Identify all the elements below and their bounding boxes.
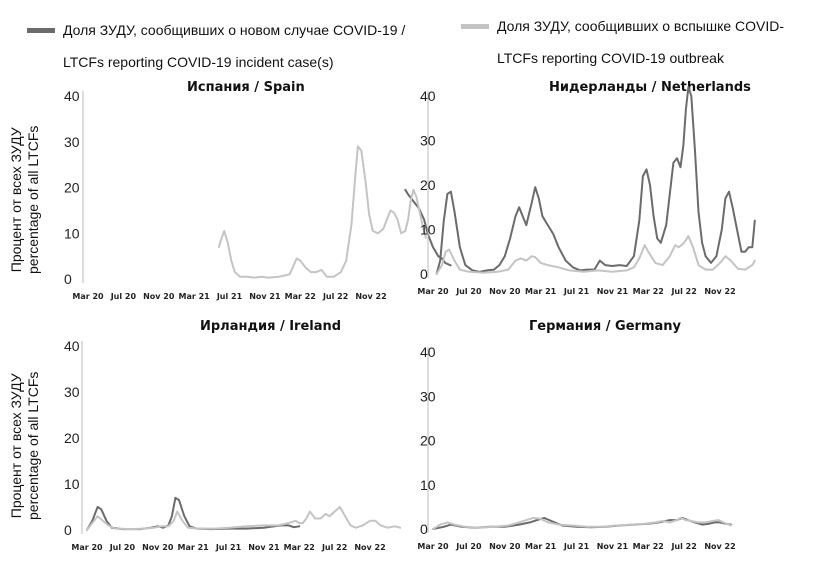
chart-panel-2: Ирландия / Ireland 0 10 20 30 40 Mar 20 Jul 20 N…	[64, 319, 402, 552]
x-tick-label: Nov 22	[354, 543, 385, 552]
x-tick-label: Jul 21	[216, 292, 243, 301]
x-tick-label: Jul 21	[563, 287, 590, 296]
chart-title: Ирландия / Ireland	[200, 319, 341, 334]
x-tick-label: Jul 22	[670, 542, 696, 551]
y-tick-label: 10	[420, 477, 436, 493]
y-tick-label: 30	[420, 388, 436, 404]
x-tick-label: Mar 22	[633, 287, 664, 296]
x-tick-label: Jul 20	[455, 542, 482, 551]
legend-swatch-incident	[27, 27, 55, 33]
y-tick-label: 0	[64, 522, 72, 538]
x-tick-label: Jul 22	[670, 287, 696, 296]
y-tick-label: 20	[420, 433, 436, 449]
x-tick-label: Jul 20	[110, 292, 137, 301]
y-tick-label: 0	[64, 271, 72, 287]
y-tick-label: 30	[64, 134, 80, 150]
chart-panel-3: Германия / Germany 0 10 20 30 40 Mar 20 Jul 20 N…	[417, 319, 735, 551]
y-tick-label: 10	[64, 225, 80, 241]
y-tick-label: 20	[420, 177, 436, 193]
y-tick-label: 20	[64, 430, 80, 446]
x-tick-label: Mar 22	[633, 542, 664, 551]
x-tick-label: Mar 20	[417, 542, 449, 551]
x-tick-label: Jul 22	[322, 292, 348, 301]
x-tick-label: Mar 21	[525, 542, 557, 551]
x-tick-label: Jul 20	[455, 287, 482, 296]
y-tick-label: 40	[420, 88, 436, 104]
x-tick-label: Nov 20	[142, 543, 174, 552]
x-tick-label: Mar 21	[178, 543, 210, 552]
y-tick-label: 30	[64, 384, 80, 400]
x-tick-label: Nov 20	[489, 287, 521, 296]
x-tick-label: Jul 21	[563, 542, 590, 551]
series-line-0	[86, 496, 301, 531]
series-line-1	[86, 506, 402, 531]
x-tick-label: Mar 20	[72, 292, 104, 301]
y-tick-label: 30	[420, 133, 436, 149]
chart-panel-1: Нидерланды / Netherlands 0 10 20 30 40 Mar 20 J…	[417, 80, 756, 296]
x-tick-label: Mar 21	[525, 287, 557, 296]
y-tick-label: 0	[420, 266, 428, 282]
x-tick-label: Nov 21	[597, 542, 629, 551]
x-tick-label: Mar 22	[284, 543, 315, 552]
y-tick-label: 0	[420, 521, 428, 537]
x-tick-label: Nov 22	[355, 292, 386, 301]
x-tick-label: Mar 21	[179, 292, 211, 301]
y-tick-label: 10	[64, 476, 80, 492]
chart-title: Германия / Germany	[529, 319, 682, 334]
x-tick-label: Mar 20	[417, 287, 449, 296]
x-tick-label: Jul 22	[321, 543, 347, 552]
y-tick-label: 40	[64, 88, 80, 104]
legend-label-outbreak-en: LTCFs reporting COVID-19 outbreak	[497, 50, 724, 66]
x-tick-label: Nov 21	[597, 287, 629, 296]
legend-label-incident-en: LTCFs reporting COVID-19 incident case(s…	[63, 54, 334, 70]
chart-title: Испания / Spain	[187, 80, 305, 95]
x-tick-label: Nov 21	[249, 292, 281, 301]
legend-label-incident-ru: Доля ЗУДУ, сообщивших о новом случае COV…	[63, 22, 406, 38]
x-tick-label: Mar 20	[71, 543, 103, 552]
series-line-1	[435, 235, 756, 275]
y-tick-label: 40	[64, 338, 80, 354]
x-tick-label: Mar 22	[285, 292, 316, 301]
x-tick-label: Nov 22	[704, 542, 735, 551]
x-tick-label: Nov 22	[704, 287, 735, 296]
x-tick-label: Jul 20	[109, 543, 136, 552]
x-tick-label: Nov 20	[489, 542, 521, 551]
legend-swatch-outbreak	[461, 23, 489, 29]
x-tick-label: Nov 20	[143, 292, 175, 301]
series-line-0	[435, 86, 756, 275]
legend-item-incident: Доля ЗУДУ, сообщивших о новом случае COV…	[27, 22, 405, 38]
chart-panel-0: Испания / Spain 0 10 20 30 40 Mar 20 Jul 20 Nov …	[64, 80, 452, 301]
chart-title: Нидерланды / Netherlands	[549, 80, 751, 95]
x-tick-label: Jul 21	[215, 543, 242, 552]
legend-label-outbreak-ru: Доля ЗУДУ, сообщивших о вспышке COVID-	[497, 18, 785, 34]
y-tick-label: 10	[420, 222, 436, 238]
series-line-1	[217, 145, 427, 279]
legend-item-outbreak: Доля ЗУДУ, сообщивших о вспышке COVID-	[461, 18, 784, 34]
y-tick-label: 40	[420, 344, 436, 360]
x-tick-label: Nov 21	[248, 543, 280, 552]
series-line-1	[432, 516, 732, 530]
y-tick-label: 20	[64, 180, 80, 196]
